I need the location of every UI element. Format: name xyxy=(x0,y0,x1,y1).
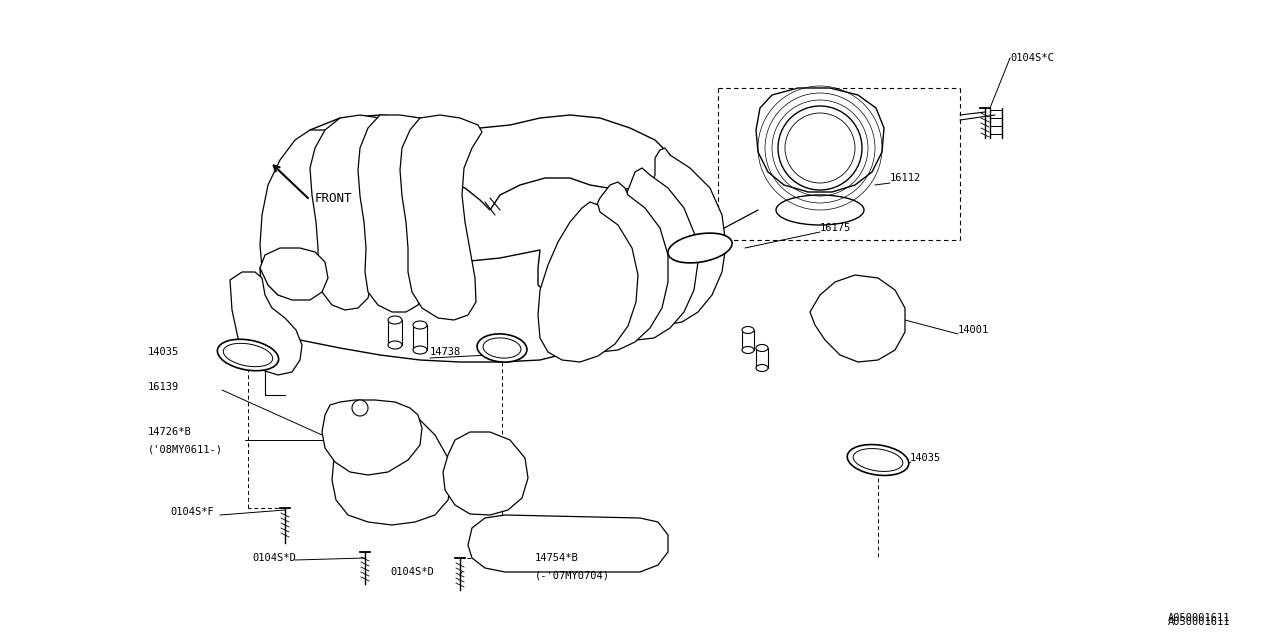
Polygon shape xyxy=(323,400,422,475)
Text: ('08MY0611-): ('08MY0611-) xyxy=(148,445,223,455)
Ellipse shape xyxy=(388,316,402,324)
Polygon shape xyxy=(310,115,380,310)
Polygon shape xyxy=(230,272,302,375)
Text: 14001: 14001 xyxy=(957,325,989,335)
Ellipse shape xyxy=(854,449,902,472)
Text: (-'07MY0704): (-'07MY0704) xyxy=(535,571,611,581)
Circle shape xyxy=(778,106,861,190)
Ellipse shape xyxy=(413,321,428,329)
Polygon shape xyxy=(358,115,435,312)
Text: 14035: 14035 xyxy=(148,347,179,357)
Circle shape xyxy=(352,400,369,416)
Text: 0104S*F: 0104S*F xyxy=(170,507,214,517)
Ellipse shape xyxy=(668,233,732,263)
Text: 14754*B: 14754*B xyxy=(535,553,579,563)
Polygon shape xyxy=(443,432,529,515)
Text: 16175: 16175 xyxy=(820,223,851,233)
Text: 14035: 14035 xyxy=(910,453,941,463)
Ellipse shape xyxy=(756,344,768,351)
Polygon shape xyxy=(399,115,483,320)
Text: A050001611: A050001611 xyxy=(1167,613,1230,623)
Polygon shape xyxy=(294,115,669,225)
Polygon shape xyxy=(260,248,570,362)
Polygon shape xyxy=(756,88,884,192)
Polygon shape xyxy=(568,182,668,352)
Ellipse shape xyxy=(413,346,428,354)
Ellipse shape xyxy=(483,338,521,358)
Ellipse shape xyxy=(756,365,768,371)
Polygon shape xyxy=(810,275,905,362)
Ellipse shape xyxy=(847,445,909,476)
Text: 14726*B: 14726*B xyxy=(148,427,192,437)
Ellipse shape xyxy=(776,195,864,225)
Polygon shape xyxy=(630,148,726,325)
Polygon shape xyxy=(260,130,340,298)
Text: 16139: 16139 xyxy=(148,382,179,392)
Polygon shape xyxy=(332,405,452,525)
Ellipse shape xyxy=(223,343,273,367)
Ellipse shape xyxy=(218,339,279,371)
Polygon shape xyxy=(602,168,698,340)
Circle shape xyxy=(785,113,855,183)
Ellipse shape xyxy=(742,346,754,353)
Ellipse shape xyxy=(477,334,527,362)
Text: FRONT: FRONT xyxy=(315,191,352,205)
Text: 0104S*D: 0104S*D xyxy=(390,567,434,577)
Polygon shape xyxy=(468,515,668,572)
Text: 16112: 16112 xyxy=(890,173,922,183)
Ellipse shape xyxy=(742,326,754,333)
Text: 14738: 14738 xyxy=(430,347,461,357)
Polygon shape xyxy=(260,248,328,300)
Ellipse shape xyxy=(388,341,402,349)
Polygon shape xyxy=(538,202,637,362)
Text: 0104S*C: 0104S*C xyxy=(1010,53,1053,63)
Text: 0104S*D: 0104S*D xyxy=(252,553,296,563)
Text: A050001611: A050001611 xyxy=(1167,617,1230,627)
